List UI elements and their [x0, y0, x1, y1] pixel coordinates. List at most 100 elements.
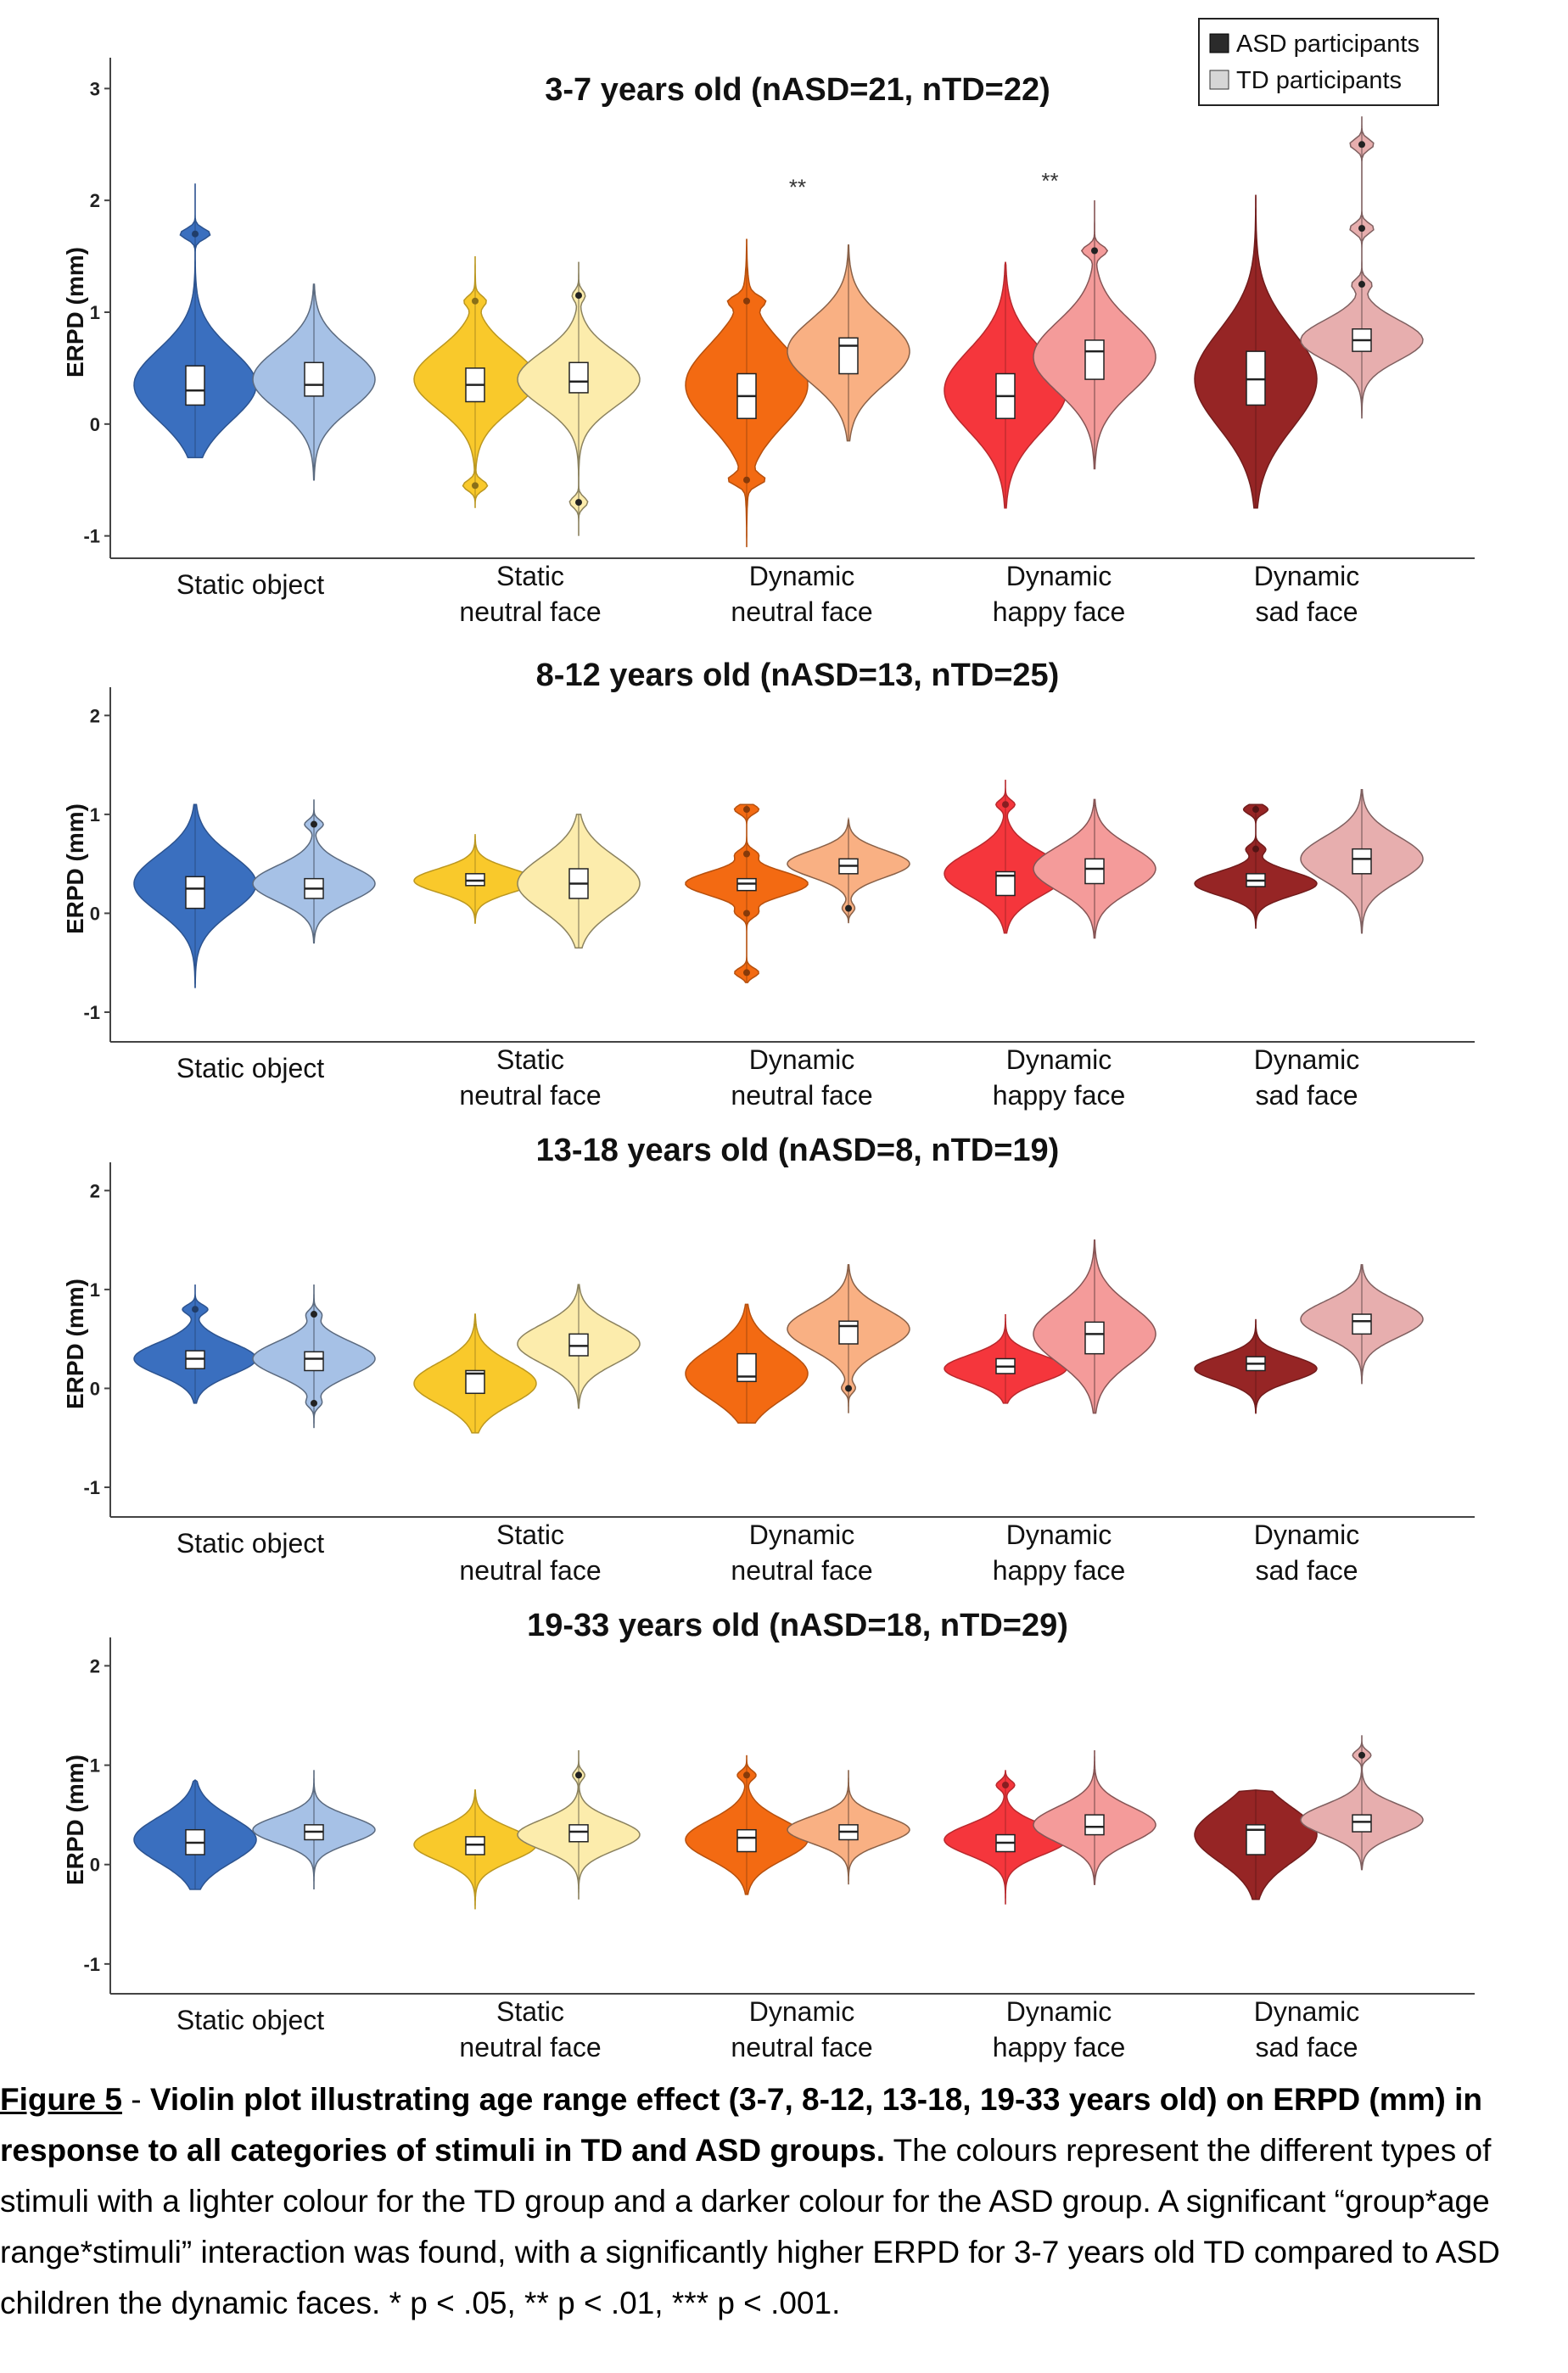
figure-5-violin-plots: 3-7 years old (nASD=21, nTD=22) -1 0 1 2 3 ERP… — [62, 18, 1475, 2062]
y-axis-label: ERPD (mm) — [62, 803, 88, 934]
x-category-label-line: happy face — [993, 1080, 1126, 1111]
x-category-label-line: neutral face — [459, 1080, 601, 1111]
x-category-label-line: neutral face — [731, 2032, 872, 2062]
x-category-label-line: Dynamic — [1254, 1044, 1359, 1075]
x-category-label-line: Dynamic — [1006, 561, 1112, 591]
box-iqr — [736, 1352, 757, 1383]
x-category-label: Dynamic happy face — [993, 561, 1126, 627]
x-category-label: Static neutral face — [459, 561, 601, 627]
y-tick-label: 2 — [90, 1180, 100, 1201]
x-category-label: Static object — [176, 2005, 324, 2035]
x-category-label-line: Dynamic — [1006, 1044, 1112, 1075]
caption-body-text: The colours represent the different type… — [0, 2133, 1500, 2320]
x-category-label-line: Dynamic — [1254, 1996, 1359, 2027]
x-category-label-line: happy face — [993, 1555, 1126, 1586]
x-category-label-line: Dynamic — [1254, 1520, 1359, 1550]
x-category-label: Dynamic happy face — [993, 1520, 1126, 1586]
outlier-point — [845, 1385, 852, 1392]
outlier-point — [575, 1771, 582, 1779]
y-axis-label: ERPD (mm) — [62, 1279, 88, 1409]
x-category-label: Dynamic neutral face — [731, 1520, 872, 1586]
chart-panel: 3-7 years old (nASD=21, nTD=22) -1 0 1 2 3 ERP… — [62, 58, 1475, 627]
x-category-label: Dynamic happy face — [993, 1044, 1126, 1111]
y-tick-label: 1 — [90, 302, 100, 323]
y-tick-label: -1 — [83, 1954, 100, 1975]
x-category-label-line: neutral face — [731, 1555, 872, 1586]
y-tick-label: 1 — [90, 804, 100, 826]
x-category-label: Static object — [176, 1528, 324, 1559]
outlier-point — [743, 909, 750, 917]
box-iqr — [568, 361, 589, 394]
caption-separator: - — [121, 2082, 150, 2117]
outlier-point — [1358, 141, 1365, 148]
caption-label: Figure 5 — [0, 2082, 122, 2117]
y-tick-label: 0 — [90, 903, 100, 924]
x-category-label-line: neutral face — [459, 1555, 601, 1586]
x-category-label-line: neutral face — [459, 596, 601, 627]
outlier-point — [1252, 845, 1259, 853]
outlier-point — [472, 297, 479, 305]
box-iqr — [1084, 339, 1105, 380]
x-category-label-line: sad face — [1256, 1555, 1358, 1586]
outlier-point — [743, 850, 750, 858]
chart-title: 19-33 years old (nASD=18, nTD=29) — [527, 1608, 1068, 1643]
y-tick-label: -1 — [83, 526, 100, 547]
box-iqr — [185, 876, 205, 909]
x-category-label-line: Static — [496, 561, 564, 591]
y-tick-label: 0 — [90, 1855, 100, 1876]
box-iqr — [1246, 350, 1266, 406]
outlier-point — [1358, 1751, 1365, 1759]
outlier-point — [743, 1771, 750, 1779]
legend-swatch-td — [1209, 70, 1229, 90]
box-iqr — [838, 337, 859, 375]
box-iqr — [568, 1824, 589, 1843]
box-iqr — [185, 365, 205, 406]
legend-swatch-asd — [1209, 33, 1229, 53]
chart-panel: 8-12 years old (nASD=13, nTD=25) -1 0 1 2 ERP… — [62, 658, 1475, 1111]
outlier-point — [1252, 806, 1259, 814]
x-category-label: Dynamic happy face — [993, 1996, 1126, 2062]
y-tick-label: 2 — [90, 1655, 100, 1676]
chart-title: 13-18 years old (nASD=8, nTD=19) — [536, 1133, 1060, 1168]
y-tick-label: 2 — [90, 190, 100, 211]
x-category-label: Dynamic neutral face — [731, 561, 872, 627]
x-category-label-line: Dynamic — [749, 561, 854, 591]
y-axis-label: ERPD (mm) — [62, 1755, 88, 1885]
x-category-label-line: neutral face — [731, 596, 872, 627]
x-category-label-line: happy face — [993, 596, 1126, 627]
outlier-point — [311, 1399, 317, 1407]
outlier-point — [575, 292, 582, 299]
x-category-label: Static object — [176, 569, 324, 600]
outlier-point — [743, 806, 750, 814]
box-iqr — [304, 1351, 324, 1372]
x-category-label-line: Dynamic — [1006, 1996, 1112, 2027]
box-iqr — [1352, 1313, 1372, 1335]
x-category-label: Dynamic sad face — [1254, 1520, 1359, 1586]
y-tick-label: 0 — [90, 1378, 100, 1399]
box-iqr — [838, 1320, 859, 1345]
caption-bold-text: Violin plot illustrating age range effec… — [0, 2082, 1482, 2168]
x-category-label-line: neutral face — [731, 1080, 872, 1111]
x-category-label: Dynamic sad face — [1254, 561, 1359, 627]
outlier-point — [1002, 1782, 1009, 1788]
y-axis-label: ERPD (mm) — [62, 247, 88, 378]
chart-title: 8-12 years old (nASD=13, nTD=25) — [536, 658, 1060, 693]
box-iqr — [1084, 1321, 1105, 1355]
x-category-label-line: Dynamic — [1254, 561, 1359, 591]
outlier-point — [311, 820, 317, 828]
outlier-point — [311, 1311, 317, 1318]
outlier-point — [743, 297, 750, 305]
x-category-label-line: Dynamic — [749, 1996, 854, 2027]
chart-panel: 13-18 years old (nASD=8, nTD=19) -1 0 1 2 ERP… — [62, 1133, 1475, 1586]
outlier-point — [472, 482, 479, 490]
x-category-label: Static neutral face — [459, 1520, 601, 1586]
box-iqr — [995, 870, 1016, 897]
outlier-point — [192, 230, 199, 238]
x-category-label-line: Static — [496, 1044, 564, 1075]
x-category-label-line: sad face — [1256, 596, 1358, 627]
x-category-label-line: Static — [496, 1996, 564, 2027]
y-tick-label: 1 — [90, 1755, 100, 1777]
outlier-point — [845, 904, 852, 912]
x-category-label-line: sad face — [1256, 1080, 1358, 1111]
x-category-label-line: Static — [496, 1520, 564, 1550]
